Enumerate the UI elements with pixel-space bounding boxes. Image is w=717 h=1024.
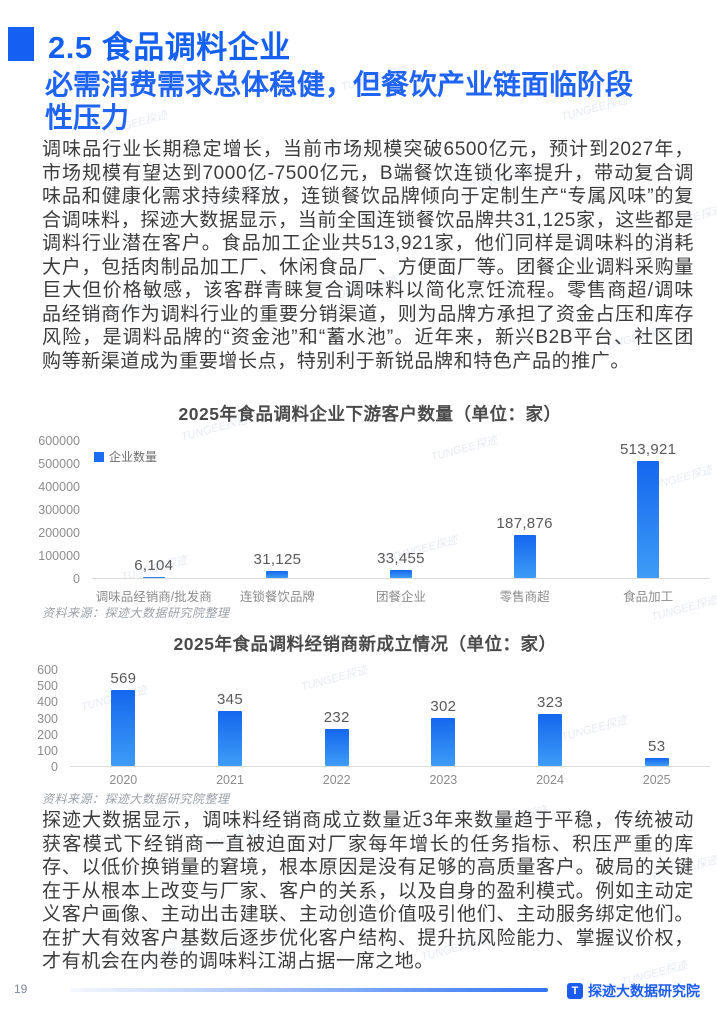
y-tick-label: 600000 [38,434,80,448]
y-tick-label: 600 [37,663,58,677]
y-tick-label: 500 [37,679,58,694]
y-axis: 600000 500000 400000 300000 200000 100000 0 [30,434,92,586]
category-label: 食品加工 [623,590,674,604]
brand-name: 探迹大数据研究院 [588,983,700,999]
footer-divider [70,988,548,992]
bar-column: 232 [283,670,390,766]
bar [644,757,669,766]
page-subtitle: 必需消费需求总体稳健，但餐饮产业链面临阶段性压力 [45,69,634,133]
bar-value-label: 6,104 [134,556,174,574]
y-tick-label: 100 [37,743,58,758]
category-label: 2023 [429,773,458,787]
bar [218,710,242,766]
y-tick-label: 400000 [38,480,80,494]
bars-area: 6,104 31,125 33,455 187,876 513,921 [92,441,710,579]
bar-column: 33,455 [339,441,463,578]
bar-column: 569 [70,670,177,766]
bar [389,570,412,578]
category-label: 团餐企业 [375,590,426,604]
bar-column: 513,921 [586,441,710,578]
footer-brand: T 探迹大数据研究院 [567,981,700,1001]
category-label: 2024 [536,773,564,787]
legend-color-swatch [94,451,104,462]
bar-column: 6,104 [92,441,216,578]
plot-area: 600000 500000 400000 300000 200000 100000 0 6,… [30,434,710,586]
bars-area: 569 345 232 302 323 53 [70,670,710,767]
category-label: 2022 [322,773,351,787]
chart-legend: 企业数量 [94,448,157,465]
categories-row: 2020 2021 2022 2023 2024 2025 [70,773,710,787]
category-label: 连锁餐饮品牌 [239,590,315,604]
y-tick-label: 300000 [38,503,80,517]
bar-value-label: 33,455 [377,550,425,568]
source-note: 资料来源：探迹大数据研究院整理 [42,792,230,806]
category-label: 零售商超 [499,590,550,604]
bar-value-label: 302 [430,697,457,715]
chart-title: 2025年食品调料企业下游客户数量（单位：家） [178,404,562,424]
bar-value-label: 232 [323,708,350,726]
bar-column: 53 [603,670,710,766]
bar-value-label: 513,921 [620,441,677,458]
bar [142,576,165,578]
bar [637,461,660,578]
category-label: 2020 [109,773,138,787]
source-note: 资料来源：探迹大数据研究院整理 [42,606,230,620]
bar-value-label: 53 [648,737,666,755]
bar-value-label: 323 [537,694,563,712]
category-label: 2021 [216,773,244,787]
analysis-paragraph: 探迹大数据显示，调味料经销商成立数量近3年来数量趋于平稳，传统被动获客模式下经销… [42,810,694,972]
y-tick-label: 0 [51,760,58,774]
chart-new-distributors: 2025年食品调料经销商新成立情况（单位：家） 600 500 400 300 200 1… [20,631,710,787]
bar [266,570,289,578]
bar-value-label: 187,876 [496,515,553,533]
y-tick-label: 100000 [38,549,80,563]
tungee-logo-icon: T [567,983,583,999]
bar [513,535,536,578]
y-axis: 600 500 400 300 200 100 0 [20,663,70,774]
section-marker [8,27,34,61]
page-title: 2.5 食品调料企业 [48,30,291,65]
chart-downstream-customers: 2025年食品调料企业下游客户数量（单位：家） 企业数量 600000 50000… [30,401,710,605]
plot-area: 600 500 400 300 200 100 0 569 345 232 302 323 53 [20,663,710,774]
bar-value-label: 569 [110,670,137,687]
categories-row: 调味品经销商/批发商 连锁餐饮品牌 团餐企业 零售商超 食品加工 [92,586,710,605]
intro-paragraph: 调味品行业长期稳定增长，当前市场规模突破6500亿元，预计到2027年，市场规模… [42,139,694,372]
category-label: 调味品经销商/批发商 [95,590,212,604]
legend-label: 企业数量 [109,450,158,464]
bar-column: 323 [497,670,604,766]
y-tick-label: 400 [37,695,58,710]
bar [538,714,563,766]
bar-column: 302 [390,670,497,766]
bar-value-label: 345 [217,690,243,708]
y-tick-label: 0 [73,572,80,586]
y-tick-label: 200 [37,727,58,742]
bar-column: 187,876 [463,441,587,578]
bar-column: 31,125 [216,441,340,578]
y-tick-label: 200000 [38,526,80,540]
page-number: 19 [14,982,28,996]
bar [431,717,456,766]
bar [111,690,136,766]
y-tick-label: 300 [37,711,58,726]
bar [324,728,349,766]
y-tick-label: 500000 [38,457,80,471]
chart-title: 2025年食品调料经销商新成立情况（单位：家） [173,634,557,654]
bar-column: 345 [177,670,284,766]
bar-value-label: 31,125 [253,550,302,568]
category-label: 2025 [642,773,671,787]
